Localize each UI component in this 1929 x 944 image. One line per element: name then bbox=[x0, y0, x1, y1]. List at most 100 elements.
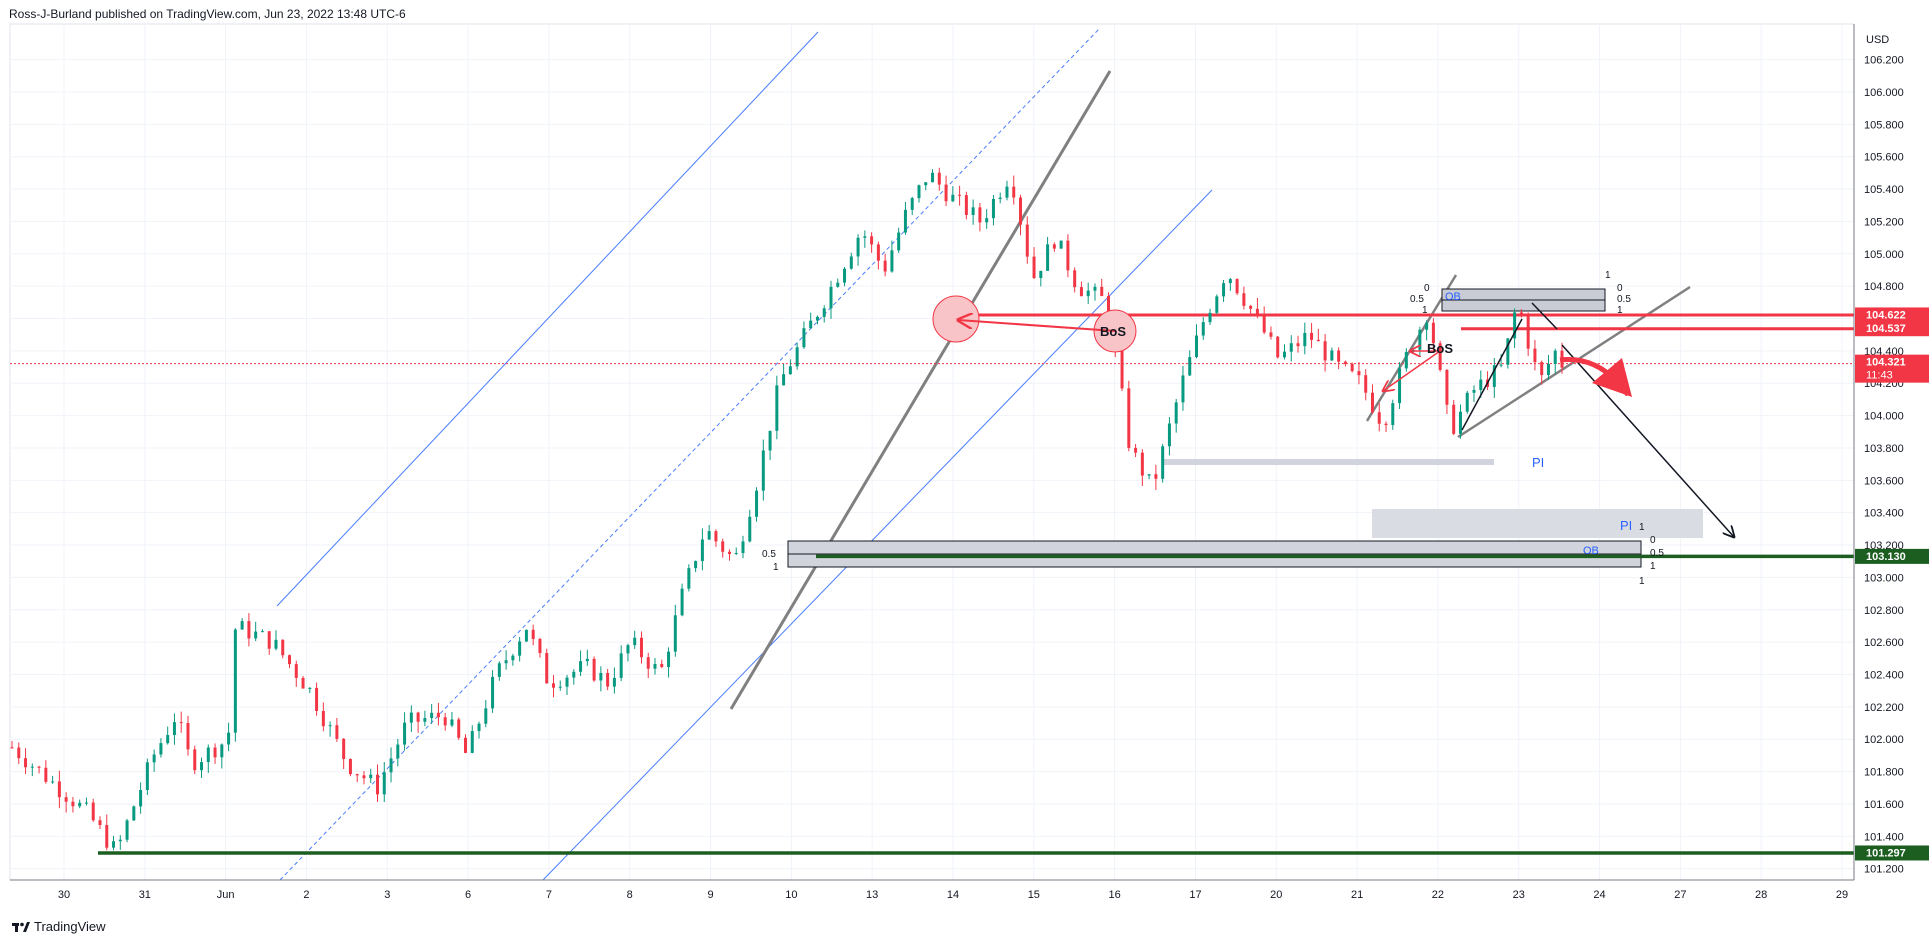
candle-body bbox=[436, 712, 440, 718]
candle-body bbox=[233, 629, 237, 733]
candle-body bbox=[1154, 474, 1158, 479]
candle-body bbox=[687, 568, 691, 589]
candle-body bbox=[633, 637, 637, 646]
candle-body bbox=[626, 645, 630, 654]
x-tick-label: 23 bbox=[1513, 889, 1525, 901]
candle-body bbox=[985, 218, 989, 223]
candle-body bbox=[680, 588, 684, 616]
candle-body bbox=[477, 723, 481, 732]
footer-brand-text: TradingView bbox=[34, 919, 106, 934]
footer-brand: TradingView bbox=[12, 919, 106, 934]
y-tick-label: 104.000 bbox=[1864, 411, 1904, 423]
y-tick-label: 104.800 bbox=[1864, 281, 1904, 293]
candle-body bbox=[1282, 351, 1286, 358]
x-tick-label: 6 bbox=[465, 889, 471, 901]
candle-body bbox=[1046, 244, 1050, 271]
price-tag-label: 103.130 bbox=[1866, 551, 1906, 563]
candle-body bbox=[667, 651, 671, 668]
candle-body bbox=[1107, 296, 1111, 317]
candle-body bbox=[1533, 348, 1537, 363]
fib-05-upper-left: 0.5 bbox=[1410, 294, 1424, 305]
candle-body bbox=[1222, 283, 1226, 297]
pi-zone-lower bbox=[1372, 509, 1703, 538]
candle-body bbox=[653, 664, 657, 669]
y-tick-label: 102.400 bbox=[1864, 669, 1904, 681]
candle-body bbox=[78, 802, 82, 807]
y-tick-label: 105.600 bbox=[1864, 152, 1904, 164]
candle-body bbox=[10, 747, 14, 749]
candle-body bbox=[775, 385, 779, 431]
candle-body bbox=[416, 712, 420, 722]
candle-body bbox=[1303, 332, 1307, 347]
candle-body bbox=[382, 772, 386, 795]
candle-body bbox=[98, 820, 102, 826]
candle-body bbox=[1384, 423, 1388, 426]
candle-body bbox=[694, 561, 698, 569]
candle-body bbox=[937, 172, 941, 185]
candle-body bbox=[497, 663, 501, 677]
candle-body bbox=[430, 712, 434, 719]
candle-body bbox=[998, 197, 1002, 199]
candle-body bbox=[57, 781, 61, 798]
candle-body bbox=[646, 657, 650, 669]
candle-body bbox=[1005, 186, 1009, 198]
candle-body bbox=[105, 825, 109, 848]
candle-body bbox=[403, 722, 407, 745]
price-tag-bg bbox=[1855, 307, 1929, 323]
y-tick-label: 101.800 bbox=[1864, 767, 1904, 779]
time-axis[interactable]: 30 31 Jun 2 3 6 7 8 9 10 13 14 15 16 17 20 21 22 23 24 27 28 2… bbox=[58, 889, 1848, 901]
candle-body bbox=[1513, 312, 1517, 339]
y-tick-label: 102.600 bbox=[1864, 637, 1904, 649]
candle-body bbox=[457, 719, 461, 738]
candle-body bbox=[1431, 322, 1435, 344]
fib-0-lower-right: 0 bbox=[1650, 535, 1656, 546]
pi-label-upper: PI bbox=[1532, 455, 1544, 470]
candle-body bbox=[172, 722, 176, 736]
candle-body bbox=[856, 237, 860, 257]
candle-body bbox=[1079, 287, 1083, 297]
candle-body bbox=[220, 744, 224, 758]
candle-body bbox=[978, 207, 982, 223]
price-tag-bg bbox=[1855, 354, 1929, 383]
candle-body bbox=[579, 661, 583, 672]
plot-area[interactable] bbox=[9, 23, 1855, 881]
candle-body bbox=[1472, 389, 1476, 393]
candle-body bbox=[673, 615, 677, 652]
bos-markers: BoS BoS bbox=[932, 295, 1453, 391]
candle-body bbox=[1343, 361, 1347, 364]
candle-body bbox=[152, 754, 156, 763]
price-axis[interactable]: 106.200 106.000 105.800 105.600 105.400 105.2… bbox=[1864, 55, 1904, 876]
ob-label-lower: OB bbox=[1583, 545, 1599, 557]
candle-body bbox=[863, 236, 867, 238]
candle-body bbox=[484, 708, 488, 724]
candle-body bbox=[84, 802, 88, 804]
x-tick-label: 16 bbox=[1109, 889, 1121, 901]
candle-body bbox=[1276, 336, 1280, 358]
candle-body bbox=[247, 621, 251, 639]
candle-body bbox=[301, 677, 305, 689]
candle-body bbox=[639, 637, 643, 658]
candle-body bbox=[274, 639, 278, 649]
candle-body bbox=[30, 766, 34, 768]
candle-body bbox=[389, 758, 393, 773]
candle-body bbox=[267, 631, 271, 649]
candle-body bbox=[423, 718, 427, 722]
candle-body bbox=[1492, 365, 1496, 387]
fib-1-lower-top: 1 bbox=[1639, 522, 1645, 533]
x-tick-label: 2 bbox=[303, 889, 309, 901]
candle-body bbox=[308, 687, 312, 689]
candle-body bbox=[876, 244, 880, 261]
candle-body bbox=[315, 687, 319, 711]
candle-body bbox=[132, 806, 136, 821]
y-tick-label: 102.200 bbox=[1864, 702, 1904, 714]
candle-body bbox=[619, 653, 623, 678]
candle-body bbox=[524, 629, 528, 642]
wedge-up-line bbox=[1461, 318, 1523, 431]
candle-body bbox=[159, 743, 163, 755]
y-tick-label: 105.800 bbox=[1864, 119, 1904, 131]
x-tick-label: 8 bbox=[627, 889, 633, 901]
projection-arrow bbox=[1561, 344, 1734, 537]
y-tick-label: 105.400 bbox=[1864, 184, 1904, 196]
candle-body bbox=[971, 207, 975, 215]
